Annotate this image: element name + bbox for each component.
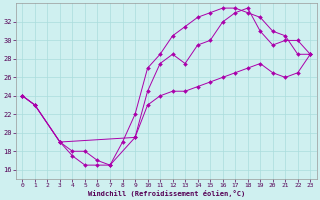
X-axis label: Windchill (Refroidissement éolien,°C): Windchill (Refroidissement éolien,°C) (88, 190, 245, 197)
